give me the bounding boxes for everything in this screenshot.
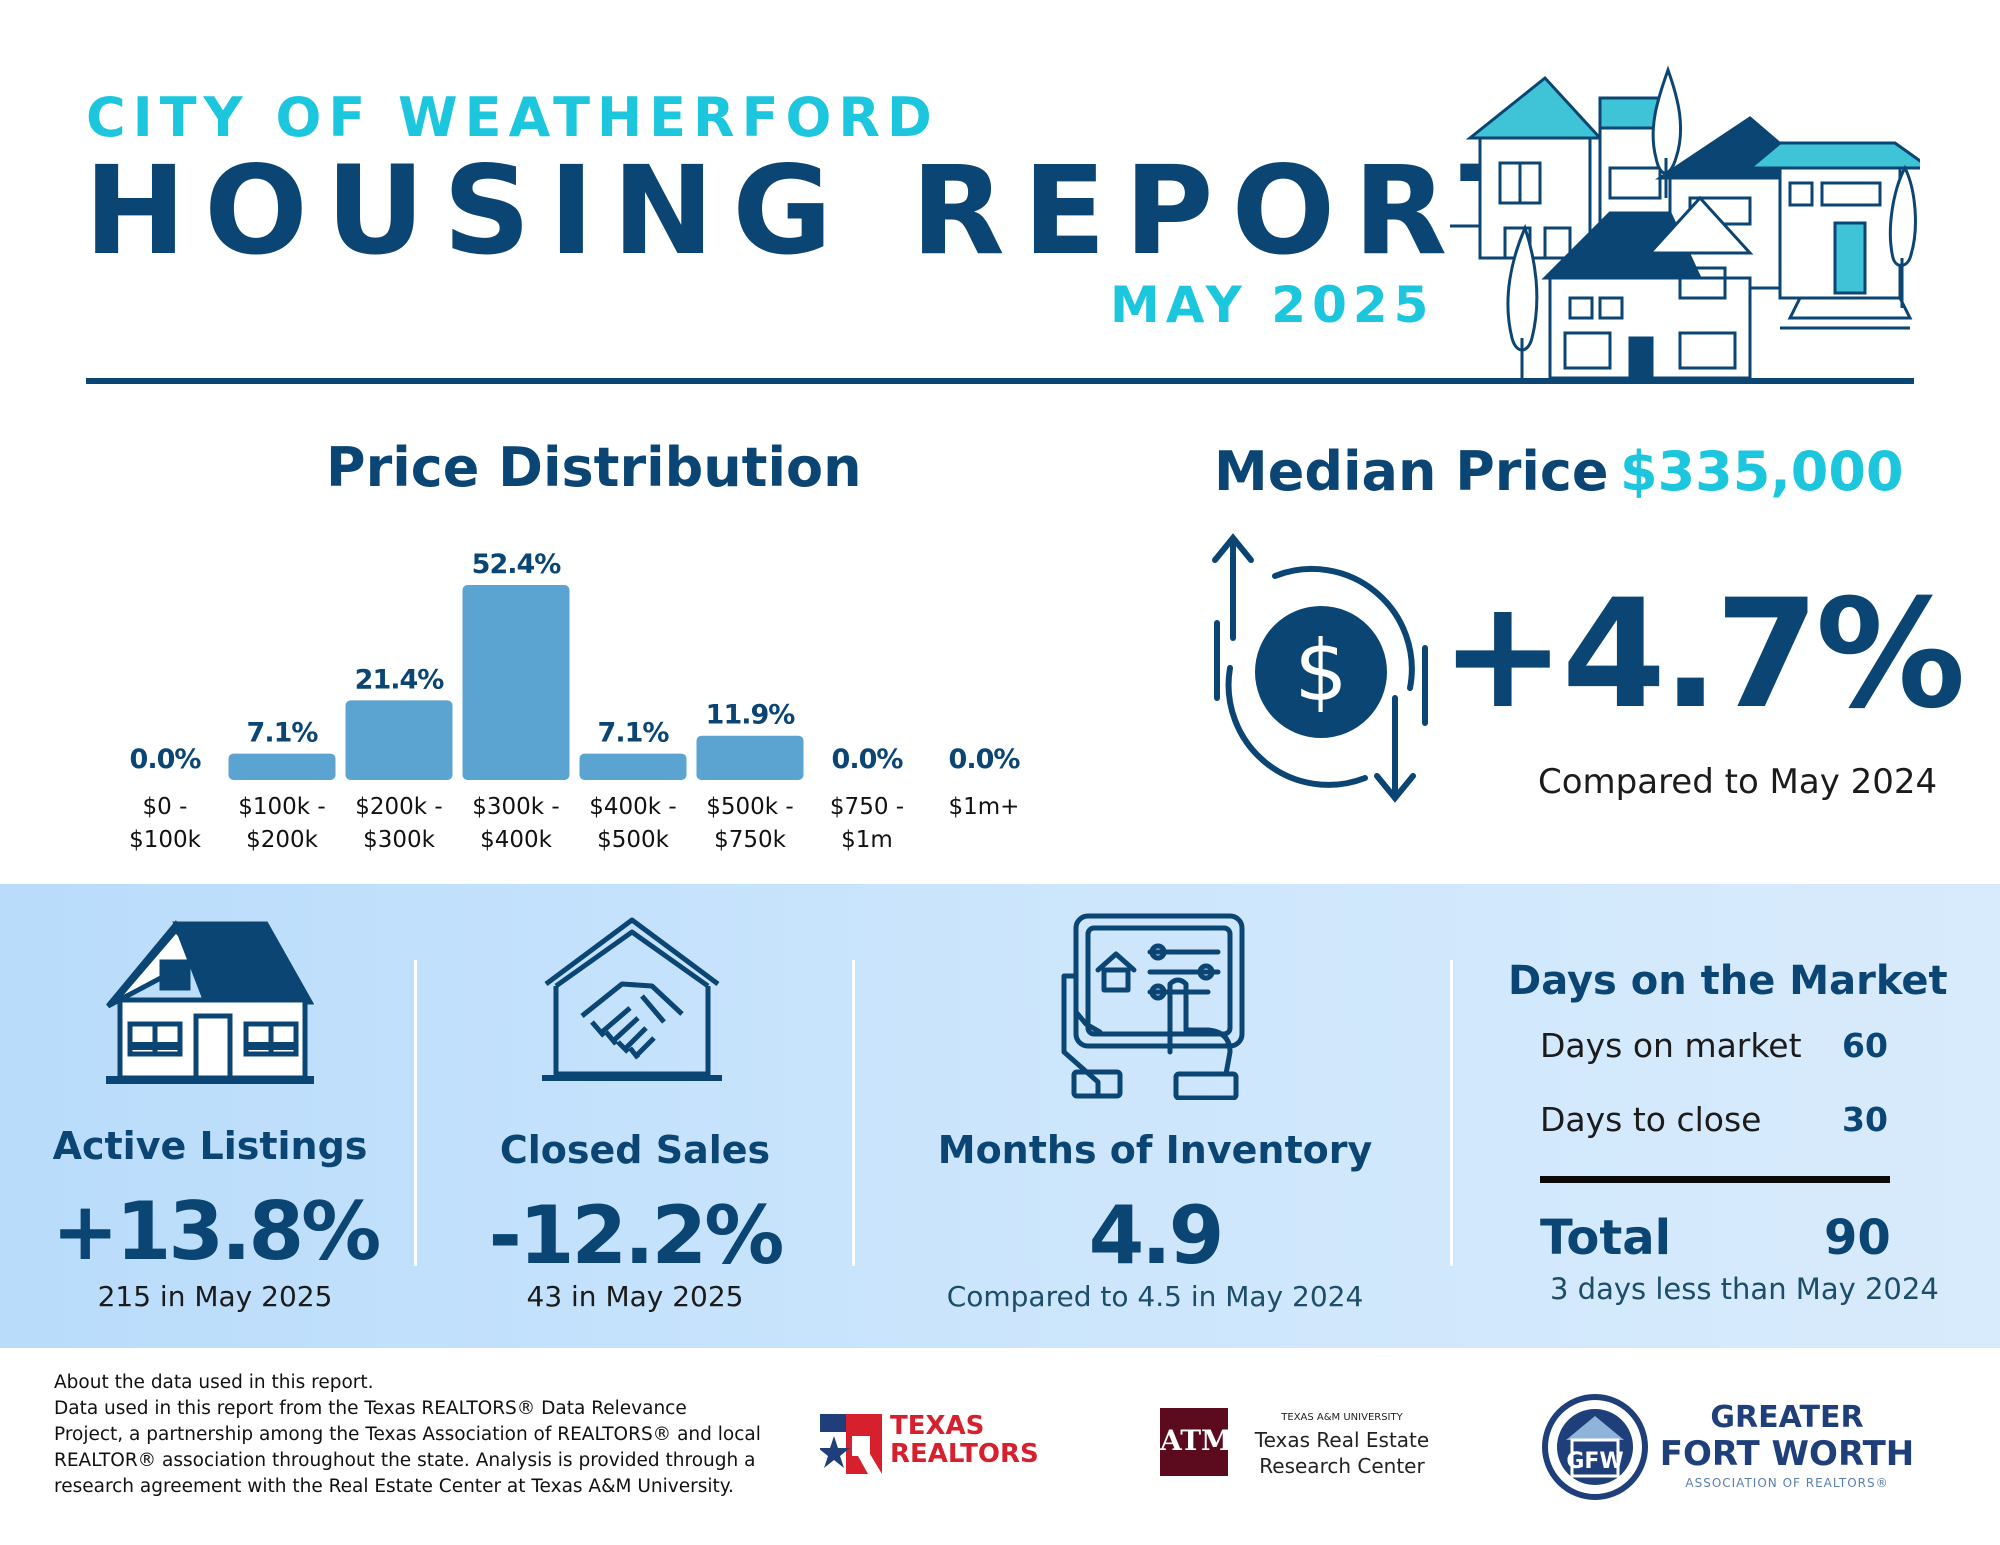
bar-value-label: 0.0%: [949, 744, 1021, 775]
tamu-center-text: Texas Real Estate: [1254, 1428, 1430, 1452]
active-listings-sub: 215 in May 2025: [97, 1280, 333, 1313]
house-icon: [106, 920, 314, 1084]
report-title: HOUSING REPORT: [84, 140, 1561, 282]
category-label: $100k: [129, 827, 202, 853]
disclaimer-line: Project, a partnership among the Texas A…: [54, 1424, 761, 1445]
handshake-house-icon: [542, 917, 722, 1081]
median-price-label: Median Price: [1214, 440, 1609, 503]
city-name: CITY OF WEATHERFORD: [86, 86, 939, 149]
bar-value-label: 0.0%: [130, 744, 202, 775]
bar-value-label: 0.0%: [832, 744, 904, 775]
days-on-market-note: 3 days less than May 2024: [1550, 1272, 1939, 1306]
stats-divider: [1450, 960, 1453, 1266]
closed-sales-sub: 43 in May 2025: [526, 1280, 744, 1313]
bar-value-label: 7.1%: [247, 718, 319, 749]
days-total-value: 90: [1824, 1210, 1891, 1266]
median-price-compare: Compared to May 2024: [1538, 762, 1938, 802]
disclaimer-line: Data used in this report from the Texas …: [54, 1398, 687, 1419]
texas-realtors-logo: TEXAS REALTORS: [820, 1411, 1039, 1478]
active-listings-title: Active Listings: [52, 1124, 368, 1168]
category-label: $400k -: [589, 794, 676, 820]
days-on-market-value: 60: [1842, 1026, 1888, 1065]
gfw-name-text: FORT WORTH: [1659, 1434, 1915, 1474]
disclaimer-line: research agreement with the Real Estate …: [54, 1476, 734, 1497]
category-label: $200k -: [355, 794, 442, 820]
gfw-emblem-icon: GFW: [1542, 1394, 1648, 1500]
median-price-change: +4.7%: [1440, 568, 1966, 742]
tamu-university-text: TEXAS A&M UNIVERSITY: [1281, 1412, 1403, 1423]
category-label: $300k: [363, 827, 436, 853]
gfw-name-text: GREATER: [1710, 1400, 1864, 1435]
bar-value-label: 52.4%: [472, 549, 562, 580]
days-on-market-title: Days on the Market: [1508, 958, 1948, 1004]
svg-text:$: $: [1294, 622, 1347, 720]
texas-realtors-text: REALTORS: [890, 1439, 1039, 1469]
price-bar: [228, 753, 336, 780]
tablet-icon: [1061, 913, 1245, 1100]
closed-sales-change: -12.2%: [488, 1189, 785, 1282]
gfw-association-text: ASSOCIATION OF REALTORS®: [1685, 1476, 1889, 1490]
tamu-center-text: Research Center: [1259, 1454, 1425, 1478]
months-inventory-sub: Compared to 4.5 in May 2024: [946, 1280, 1364, 1313]
bar-value-label: 7.1%: [598, 718, 670, 749]
bar-value-label: 11.9%: [706, 700, 796, 731]
days-total-divider: [1540, 1176, 1890, 1183]
price-distribution-title: Price Distribution: [326, 436, 862, 499]
report-month: MAY 2025: [1110, 276, 1435, 334]
months-inventory-title: Months of Inventory: [937, 1128, 1373, 1172]
category-label: $300k -: [472, 794, 559, 820]
category-label: $0 -: [143, 794, 188, 820]
category-label: $500k: [597, 827, 670, 853]
stats-divider: [414, 960, 417, 1266]
category-label: $1m+: [949, 794, 1020, 820]
price-bar: [462, 585, 570, 780]
dollar-cycle-icon: $: [1212, 533, 1428, 803]
category-label: $750k: [714, 827, 787, 853]
closed-sales-title: Closed Sales: [499, 1128, 771, 1172]
disclaimer-line: REALTOR® association throughout the stat…: [54, 1450, 756, 1471]
price-bar: [696, 735, 804, 780]
category-label: $200k: [246, 827, 319, 853]
houses-illustration: [1450, 65, 1920, 380]
disclaimer-line: About the data used in this report.: [54, 1372, 374, 1393]
category-label: $400k: [480, 827, 553, 853]
months-inventory-value: 4.9: [1088, 1189, 1225, 1282]
active-listings-change: +13.8%: [51, 1185, 382, 1278]
tamu-mark-icon: ATM: [1160, 1408, 1232, 1476]
bar-value-label: 21.4%: [355, 664, 445, 695]
price-bar: [345, 700, 453, 780]
category-label: $100k -: [238, 794, 325, 820]
tamu-real-estate-center-logo: ATM TEXAS A&M UNIVERSITY Texas Real Esta…: [1160, 1408, 1440, 1478]
days-to-close-value: 30: [1842, 1100, 1888, 1139]
stats-divider: [852, 960, 855, 1266]
greater-fort-worth-logo: GFW GREATER FORT WORTH ASSOCIATION OF RE…: [1542, 1394, 1922, 1500]
category-label: $500k -: [706, 794, 793, 820]
svg-text:GFW: GFW: [1566, 1449, 1623, 1474]
days-to-close-label: Days to close: [1540, 1100, 1762, 1139]
price-bar: [579, 753, 687, 780]
category-label: $1m: [841, 827, 893, 853]
texas-realtors-text: TEXAS: [890, 1411, 985, 1441]
header-divider: [86, 378, 1914, 384]
days-total-label: Total: [1540, 1210, 1672, 1266]
data-disclaimer: About the data used in this report. Data…: [54, 1370, 774, 1500]
days-on-market-label: Days on market: [1540, 1026, 1802, 1065]
median-price-value: $335,000: [1620, 440, 1904, 503]
texas-realtors-mark-icon: [820, 1414, 882, 1474]
stats-band: [0, 884, 2000, 1348]
category-label: $750 -: [830, 794, 904, 820]
price-distribution-chart: 0.0% $0 - $100k 7.1% $100k - $200k 21.4% $200k …: [129, 549, 1021, 853]
